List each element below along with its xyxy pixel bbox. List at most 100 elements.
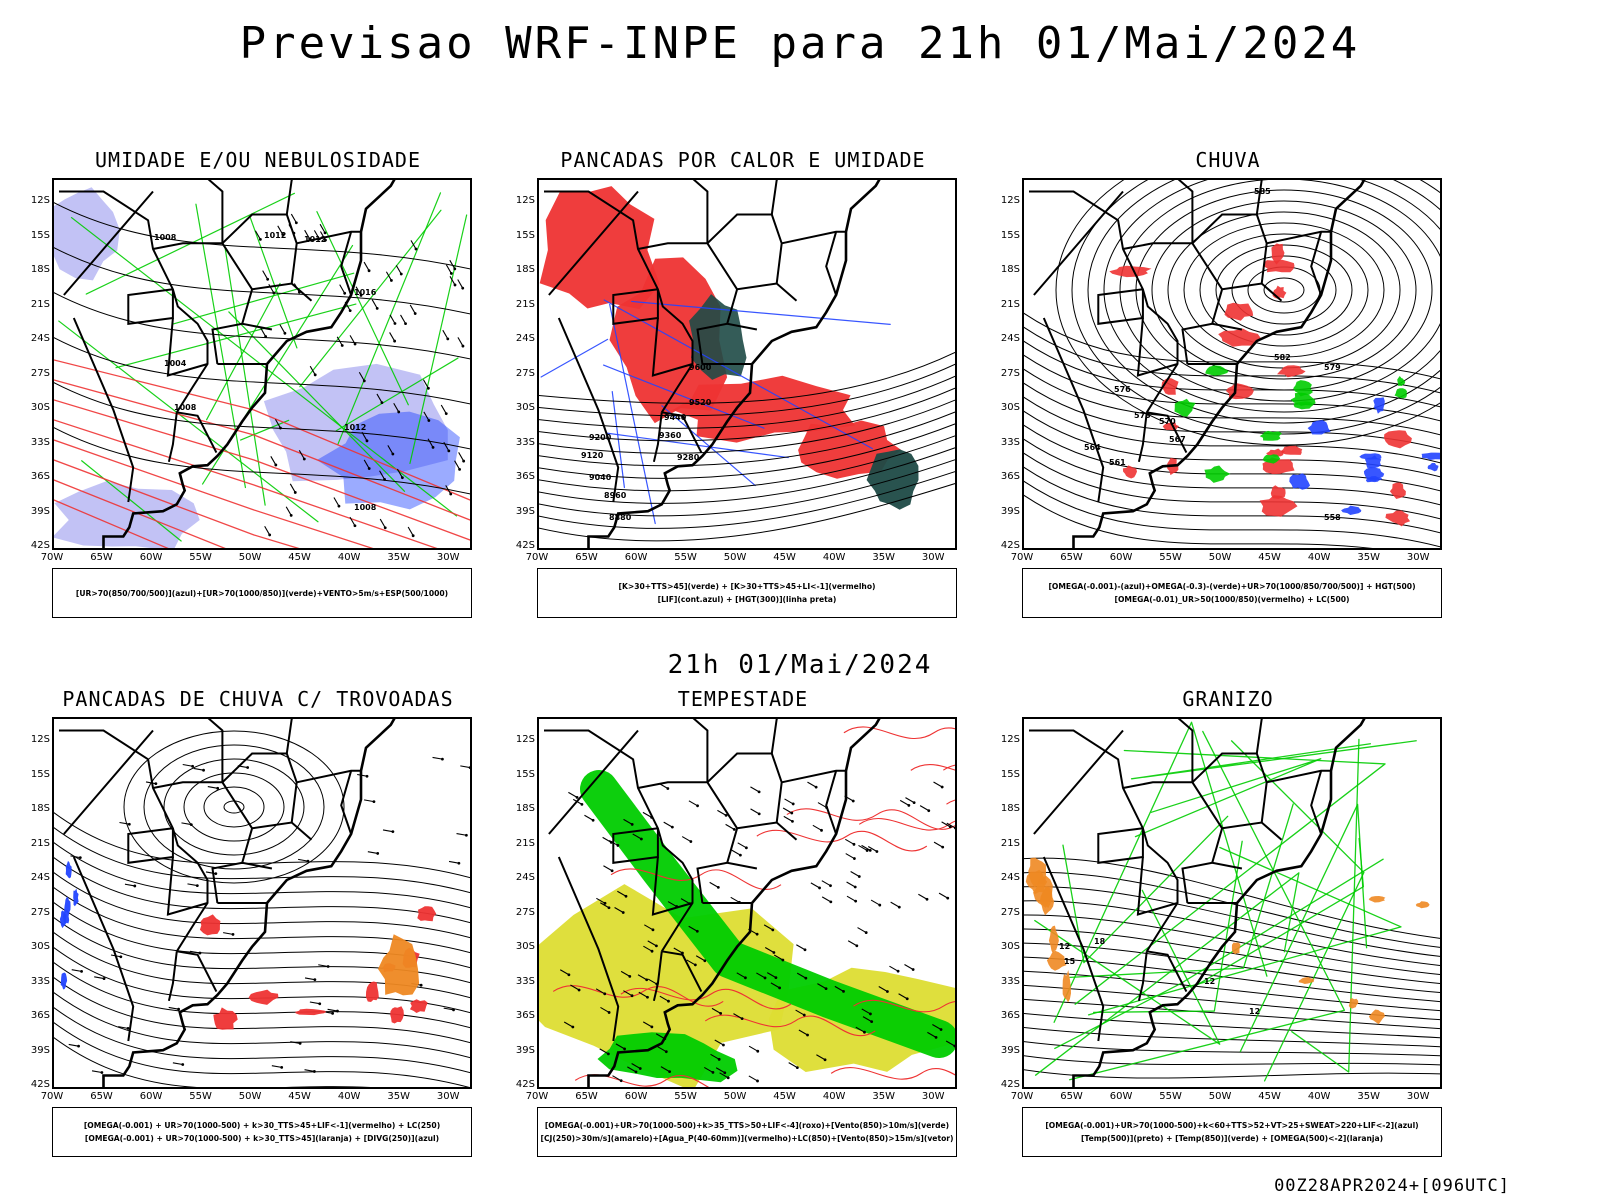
border-line (127, 288, 174, 325)
latitude-label: 36S (30, 1010, 50, 1021)
temperature-contour (1074, 749, 1386, 1005)
wind-vector-head (375, 306, 379, 310)
border-line (72, 317, 135, 503)
wind-vector-head (246, 766, 250, 769)
wind-vector-head (393, 339, 397, 343)
height-contour (1024, 452, 1440, 520)
wind-vector-head (646, 995, 649, 999)
wind-vector-head (414, 247, 418, 251)
wind-vector-head (100, 1071, 104, 1074)
wind-vector-head (446, 337, 450, 341)
wind-vector (422, 379, 429, 389)
latitude-label: 42S (30, 1079, 50, 1090)
wind-vector (119, 821, 130, 825)
wind-vector (456, 832, 467, 836)
legend-box: [OMEGA(-0.001)+UR>70(1000-500)+k<60+TTS>… (1022, 1107, 1442, 1157)
wind-vector-head (941, 845, 945, 849)
wind-vector-head (362, 379, 366, 383)
border-line (1177, 180, 1194, 244)
wind-vector-head (630, 822, 634, 826)
wind-vector-head (621, 911, 625, 914)
wind-vector (933, 841, 943, 848)
wind-vector (631, 1063, 641, 1070)
rain-area (1109, 265, 1152, 278)
wind-vector-head (606, 1052, 610, 1056)
wind-vector (423, 411, 430, 421)
wind-vector (71, 969, 82, 972)
wind-vector-head (639, 837, 643, 841)
wind-vector-head (343, 291, 347, 295)
wind-vector-head (603, 992, 607, 996)
humidity-contour (81, 460, 182, 542)
longitude-label: 70W (525, 1091, 549, 1102)
streamline (54, 886, 470, 954)
lifted-index-contour (661, 405, 756, 487)
rain-area (1421, 452, 1440, 460)
contour-label: 558 (1324, 513, 1341, 522)
longitude-label: 70W (525, 552, 549, 563)
wind-vector (821, 896, 832, 903)
rain-area (1204, 465, 1231, 483)
streamline (203, 786, 265, 828)
rain-area (1427, 463, 1439, 472)
wind-vector (319, 231, 326, 241)
wind-vector-head (740, 1017, 744, 1021)
humidity-area (54, 481, 200, 548)
wind-vector-head (703, 959, 707, 963)
map-frame (52, 717, 472, 1089)
height-contour (1167, 211, 1401, 369)
wind-vector (632, 833, 642, 840)
wind-vector-head (119, 955, 123, 959)
storm-area (378, 934, 420, 996)
border-line (781, 769, 846, 784)
longitude-label: 70W (1010, 552, 1034, 563)
border-line (548, 190, 639, 296)
wind-vector (379, 518, 386, 529)
border-line (285, 719, 294, 754)
wind-vector (730, 896, 740, 903)
latitude-label: 15S (515, 229, 535, 241)
temperature-contour (1024, 871, 1440, 948)
wind-vector (898, 993, 908, 1000)
height-contour (539, 399, 955, 454)
wind-vector-head (80, 969, 83, 973)
wind-vector (846, 881, 856, 888)
border-line (726, 821, 798, 864)
height-contour (1024, 382, 1440, 450)
wind-vector-head (726, 1076, 730, 1080)
wind-vector (260, 327, 267, 337)
storm-area (417, 906, 437, 922)
coastline (102, 719, 396, 1087)
rain-area (1307, 420, 1331, 435)
wind-vector-head (623, 1047, 626, 1051)
wind-vector-head (293, 491, 297, 494)
wind-vector-head (383, 478, 386, 481)
wind-vector (277, 225, 284, 235)
water-contour (946, 799, 955, 805)
wind-vector-head (667, 999, 670, 1003)
latitude-label: 33S (30, 436, 50, 448)
border-line (706, 213, 783, 284)
wind-vector (890, 901, 900, 908)
divergence-area (60, 972, 68, 990)
latitude-label: 21S (1000, 298, 1020, 310)
wind-vector-head (912, 801, 916, 805)
border-line (1122, 242, 1223, 290)
longitude-label: 70W (40, 552, 64, 563)
streamline (54, 1036, 371, 1087)
panel-title: GRANIZO (1182, 687, 1274, 711)
rain-area (1263, 259, 1295, 273)
wind-vector (821, 880, 831, 887)
contour-label: 8960 (604, 491, 627, 500)
border-line (637, 242, 738, 290)
latitude-label: 15S (1000, 768, 1020, 780)
wind-vector-head (820, 828, 823, 832)
border-line (696, 861, 758, 904)
wind-vector-head (853, 885, 857, 889)
omega-area (1062, 970, 1071, 1003)
wind-vector-head (716, 885, 720, 889)
wind-vector-head (806, 1033, 809, 1037)
wind-vector-head (934, 1036, 938, 1039)
longitude-label: 55W (189, 1091, 212, 1102)
wind-vector (168, 1006, 179, 1010)
